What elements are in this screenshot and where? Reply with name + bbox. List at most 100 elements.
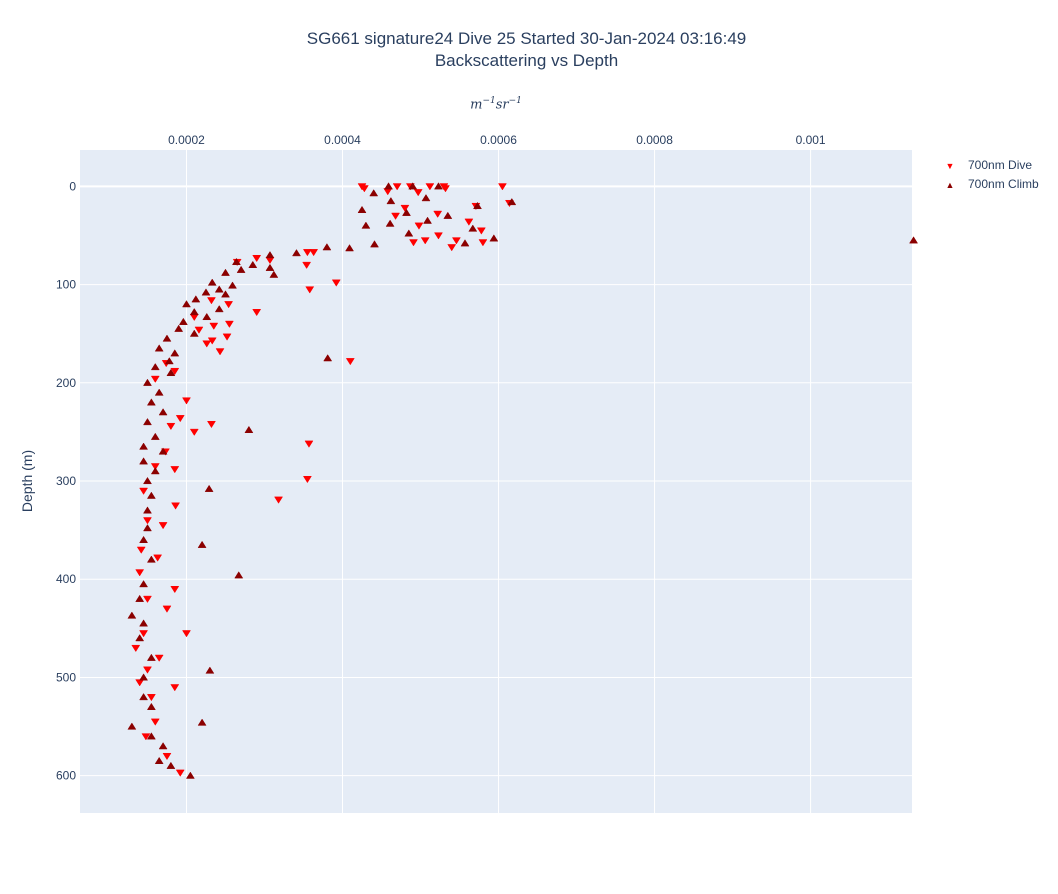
dive-point [189,428,199,436]
climb-point [361,221,371,229]
dive-point [141,733,151,741]
x-axis-title-sr-exponent: −1 [508,96,522,106]
climb-point [214,305,224,313]
chart-title-line2: Backscattering vs Depth [434,51,619,70]
climb-point [421,194,431,202]
dive-point [143,517,152,525]
climb-point [158,742,168,750]
climb-point [166,368,176,377]
dive-point [150,375,160,383]
dive-point [409,239,418,247]
climb-point [143,378,152,386]
dive-point [135,679,145,687]
climb-point [369,189,379,197]
climb-point [146,398,156,406]
climb-point [231,257,241,266]
dive-point [447,244,457,252]
dive-point [170,367,180,376]
climb-point [158,447,168,455]
climb-point [244,425,254,433]
climb-point [197,540,207,548]
triangle-up-icon: ▲ [945,180,955,190]
legend-item-climb[interactable]: ▲ 700nm Climb [940,177,1039,191]
dive-point [170,586,180,594]
climb-point [385,219,395,227]
climb-point [228,281,237,289]
climb-point [322,243,332,251]
legend-label-climb: 700nm Climb [968,177,1039,191]
dive-point [143,666,152,674]
dive-point [433,210,443,218]
climb-point [143,418,152,426]
climb-point [423,216,432,224]
dive-point [194,326,204,334]
climb-point [404,229,414,237]
dive-point [202,340,212,348]
dive-point [400,204,410,213]
dive-point [206,297,216,305]
dive-point [451,237,461,245]
dive-point [139,630,149,638]
climb-point [292,249,301,257]
dive-point [302,475,312,484]
dive-point [478,239,488,247]
dive-point [252,254,262,263]
dive-point [305,286,315,294]
dive-point [414,222,424,230]
dive-point [304,440,314,448]
climb-point [408,182,418,190]
climb-point [139,673,149,681]
dive-point [171,502,181,510]
climb-point [170,349,180,357]
climb-point [248,260,258,268]
dive-point [131,644,141,653]
dive-point [150,718,160,726]
climb-point [178,317,188,325]
climb-point [489,234,499,242]
chart-title: SG661 signature24 Dive 25 Started 30-Jan… [0,28,1053,72]
climb-point [127,611,137,619]
dive-point [359,185,369,193]
climb-point [345,244,354,252]
climb-point [146,732,156,740]
climb-point [221,290,230,298]
dive-point [302,261,312,269]
climb-point [207,278,217,286]
dive-point [413,189,423,197]
x-tick-labels: 0.0002 0.0004 0.0006 0.0008 0.001 [168,133,826,147]
legend-item-dive[interactable]: ▼ 700nm Dive [940,158,1033,172]
dive-point [153,554,163,562]
climb-point [164,357,174,365]
climb-point [234,571,244,579]
dive-point [391,212,401,220]
climb-point [323,354,333,362]
series-climb [127,182,919,779]
legend-label-dive: 700nm Dive [968,158,1033,172]
climb-point [135,634,145,642]
climb-point [201,288,211,296]
dive-point [434,232,443,240]
climb-point [143,476,152,485]
dive-point [392,183,402,191]
dive-point [252,309,262,317]
y-tick-label: 100 [56,278,76,292]
dive-point [206,420,216,429]
climb-point [146,555,156,563]
y-tick-labels: 0 100 200 300 400 500 600 [56,179,76,782]
dive-point [309,249,319,257]
dive-point [182,397,191,405]
grid-lines [80,150,912,813]
climb-point [204,484,214,492]
dive-point [135,569,145,577]
climb-point [214,285,224,293]
series-dive [131,183,514,777]
climb-point [166,761,176,769]
climb-point [150,467,160,475]
x-tick-label: 0.0006 [480,133,517,147]
climb-point [205,666,215,674]
y-tick-label: 300 [56,474,76,488]
dive-point [146,694,156,702]
dive-point [274,496,283,504]
dive-point [464,218,474,226]
climb-point [265,251,275,259]
